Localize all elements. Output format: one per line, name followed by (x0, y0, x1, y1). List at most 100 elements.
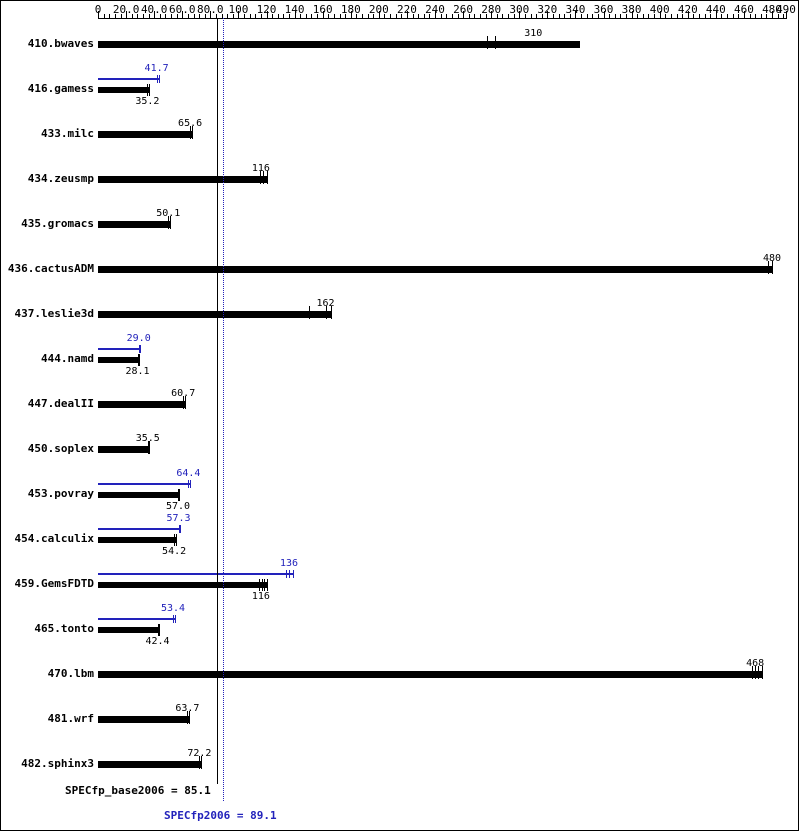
x-axis-minor-tick (423, 14, 425, 18)
peak-bar (98, 348, 140, 350)
base-value-label: 63.7 (175, 703, 200, 714)
x-axis-major-tick (786, 11, 787, 18)
x-axis-tick-label: 340 (565, 3, 586, 16)
x-axis-major-tick (322, 11, 324, 18)
x-axis-minor-tick (232, 14, 234, 18)
x-axis-minor-tick (412, 14, 414, 18)
x-axis-minor-tick (783, 14, 785, 18)
base-value-label: 28.1 (125, 366, 150, 377)
base-run-mark (175, 534, 177, 546)
base-value-label: 116 (251, 591, 270, 602)
x-axis-minor-tick (283, 14, 285, 18)
x-axis-minor-tick (614, 14, 616, 18)
x-axis-tick-label: 260 (453, 3, 474, 16)
x-axis-minor-tick (536, 14, 538, 18)
base-run-mark (137, 354, 139, 366)
base-run-mark (331, 306, 333, 319)
x-axis-tick-label: 400 (649, 3, 670, 16)
peak-run-mark (180, 525, 181, 533)
x-axis-minor-tick (215, 14, 217, 18)
x-axis-minor-tick (311, 14, 313, 18)
x-axis-minor-tick (609, 14, 611, 18)
benchmark-label: 437.leslie3d (14, 307, 94, 320)
base-run-mark (158, 624, 160, 636)
x-axis-minor-tick (699, 14, 700, 18)
x-axis-minor-tick (249, 14, 251, 18)
base-run-mark (199, 756, 201, 769)
x-axis-major-tick (126, 11, 128, 18)
peak-run-mark (292, 570, 294, 578)
benchmark-label: 436.cactusADM (7, 262, 94, 275)
x-axis-minor-tick (766, 14, 768, 18)
base-value-label: 310 (524, 28, 543, 39)
peak-value-label: 64.4 (176, 468, 201, 479)
x-axis-minor-tick (373, 14, 375, 18)
x-axis-minor-tick (277, 14, 279, 18)
peak-run-mark (156, 75, 158, 83)
x-axis-tick-label: 280 (481, 3, 502, 16)
peak-value-label: 41.7 (144, 63, 169, 74)
base-run-mark (201, 756, 203, 769)
base-bar (98, 401, 186, 408)
x-axis-minor-tick (244, 14, 245, 18)
x-axis-minor-tick (474, 14, 476, 18)
benchmark-label: 444.namd (41, 352, 94, 365)
x-axis-minor-tick (356, 14, 358, 18)
x-axis-major-tick (406, 11, 408, 18)
base-bar (98, 446, 150, 453)
x-axis-minor-tick (581, 14, 582, 18)
base-value-label: 60.7 (171, 388, 196, 399)
x-axis-minor-tick (541, 14, 543, 18)
x-axis-minor-tick (289, 14, 290, 18)
peak-run-mark (286, 570, 288, 578)
x-axis-major-tick (378, 11, 380, 18)
base-bar (98, 761, 202, 768)
x-axis-minor-tick (148, 14, 150, 18)
x-axis-minor-tick (120, 14, 122, 18)
x-axis-minor-tick (637, 14, 639, 18)
x-axis-minor-tick (339, 14, 341, 18)
base-run-mark (190, 126, 192, 139)
x-axis-minor-tick (187, 14, 189, 18)
x-axis-minor-tick (721, 14, 723, 18)
base-bar (98, 582, 268, 588)
x-axis-minor-tick (131, 14, 133, 18)
x-axis-minor-tick (665, 14, 667, 18)
x-axis-minor-tick (586, 14, 588, 18)
peak-run-mark (138, 345, 140, 353)
base-run-mark (187, 711, 189, 724)
benchmark-label: 482.sphinx3 (21, 757, 94, 770)
peak-run-mark (173, 615, 174, 623)
peak-bar (98, 78, 160, 80)
x-axis-minor-tick (109, 14, 111, 18)
x-axis-major-tick (294, 11, 296, 18)
x-axis-minor-tick (513, 14, 515, 18)
x-axis-minor-tick (305, 14, 307, 18)
x-axis-minor-tick (418, 14, 420, 18)
x-axis-minor-tick (390, 14, 392, 18)
benchmark-label: 433.milc (41, 127, 94, 140)
x-axis-tick-label: 120 (256, 3, 277, 16)
peak-run-mark (174, 615, 176, 623)
x-axis-tick-label: 360 (593, 3, 614, 16)
x-axis-major-tick (743, 11, 745, 18)
benchmark-label: 453.povray (27, 487, 94, 500)
x-axis-minor-tick (710, 14, 712, 18)
base-bar (98, 41, 580, 48)
x-axis-tick-label: 40.0 (140, 3, 168, 16)
peak-run-mark (289, 570, 290, 578)
base-bar (98, 716, 190, 723)
benchmark-label: 465.tonto (34, 622, 94, 635)
benchmark-label: 416.gamess (27, 82, 94, 95)
base-value-label: 72.2 (187, 748, 212, 759)
x-axis-minor-tick (300, 14, 302, 18)
base-run-mark (261, 579, 263, 591)
x-axis-tick-label: 220 (396, 3, 417, 16)
x-axis-minor-tick (221, 14, 223, 18)
base-run-mark (147, 84, 149, 96)
x-axis-minor-tick (569, 14, 571, 18)
x-axis-minor-tick (440, 14, 442, 18)
x-axis-minor-tick (777, 14, 779, 18)
x-axis-minor-tick (142, 14, 144, 18)
specfp2006-result: SPECfp2006 = 89.1 (164, 809, 277, 822)
